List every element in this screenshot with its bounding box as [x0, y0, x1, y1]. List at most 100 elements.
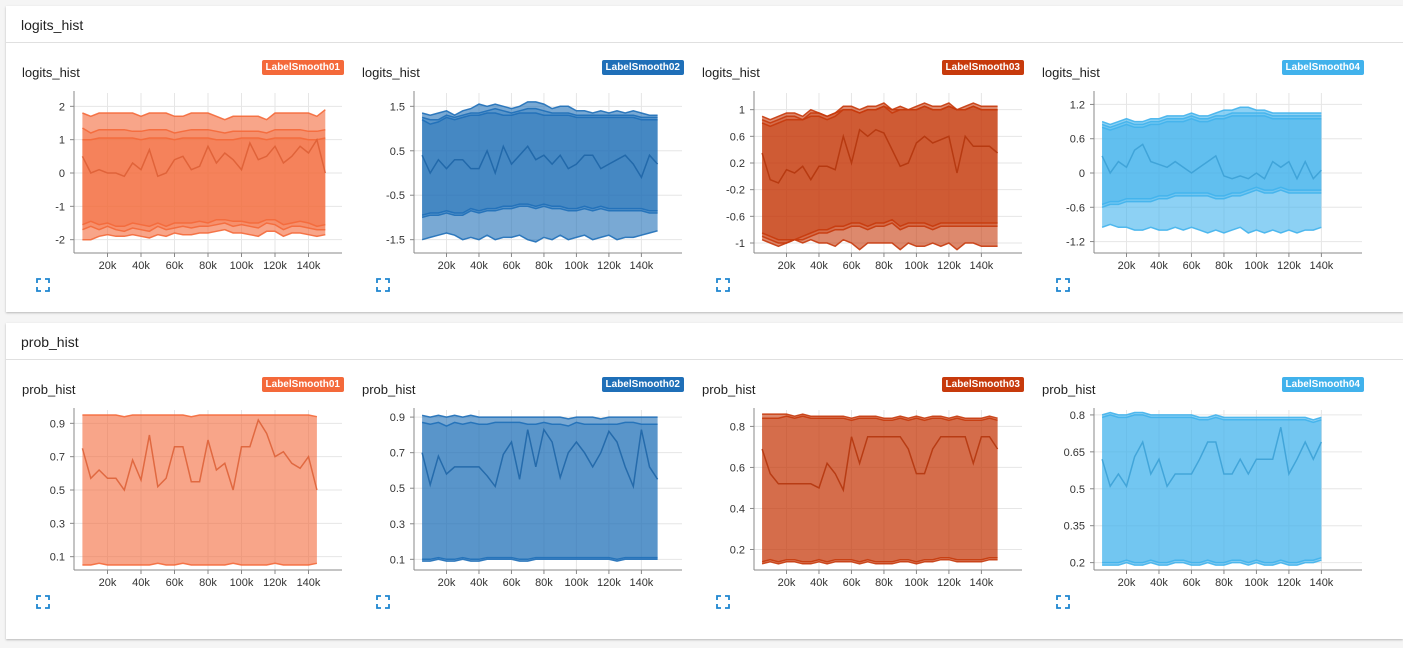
band-lower-edge	[761, 238, 998, 251]
y-tick-label: 0.5	[390, 483, 405, 495]
y-tick-label: 0.9	[390, 412, 405, 424]
y-tick-label: 0.7	[390, 448, 405, 460]
histogram-band	[762, 416, 998, 562]
histogram-band	[422, 108, 658, 218]
chart-card: logits_hist LabelSmooth03 1 0.6 0.2 -0.2 -0.6 -…	[692, 49, 1026, 299]
fullscreen-icon[interactable]	[376, 278, 390, 292]
fullscreen-icon[interactable]	[376, 595, 390, 609]
histogram-band	[1102, 115, 1322, 205]
section-header[interactable]: logits_hist	[6, 6, 1403, 43]
x-tick-label: 140k	[969, 577, 993, 589]
band-upper-edge	[1101, 106, 1322, 126]
x-tick-label: 140k	[297, 260, 321, 272]
x-tick-label: 60k	[843, 260, 861, 272]
x-tick-label: 140k	[629, 577, 653, 589]
chart-card: prob_hist LabelSmooth01 0.9 0.7 0.5 0.3 0.1 20k…	[12, 366, 346, 616]
fullscreen-icon[interactable]	[36, 278, 50, 292]
histogram-chart: 0.9 0.7 0.5 0.3 0.1 20k 40k 60k 80k 100k 120k 140k	[390, 408, 682, 589]
band-lower-edge	[421, 203, 658, 216]
run-badge: LabelSmooth02	[601, 377, 684, 392]
y-tick-label: 0.6	[1070, 134, 1085, 146]
section-header[interactable]: prob_hist	[6, 323, 1403, 360]
chart-card: logits_hist LabelSmooth02 1.5 0.5 -0.5 -1.5 20…	[352, 49, 686, 299]
median-line	[81, 137, 327, 178]
x-tick-label: 40k	[470, 260, 488, 272]
y-tick-label: 1.5	[390, 101, 405, 113]
chart-title: logits_hist	[22, 65, 80, 80]
x-tick-label: 20k	[1118, 260, 1136, 272]
x-tick-label: 60k	[843, 577, 861, 589]
band-lower-edge	[421, 230, 658, 243]
x-tick-label: 140k	[969, 260, 993, 272]
band-lower-edge	[761, 218, 998, 241]
histogram-band	[1102, 412, 1322, 566]
x-tick-label: 20k	[438, 260, 456, 272]
y-tick-label: 0.1	[390, 554, 405, 566]
y-tick-label: 2	[59, 101, 65, 113]
y-tick-label: 0.2	[730, 544, 745, 556]
y-tick-label: 1	[59, 135, 65, 147]
band-upper-edge	[1101, 115, 1322, 131]
y-tick-label: -1	[735, 238, 745, 250]
band-lower-edge	[761, 556, 998, 563]
x-tick-label: 40k	[810, 260, 828, 272]
x-tick-label: 80k	[875, 577, 893, 589]
histogram-band	[422, 422, 658, 560]
chart-title: logits_hist	[1042, 65, 1100, 80]
x-tick-label: 120k	[263, 577, 287, 589]
y-tick-label: 0.2	[1070, 558, 1085, 570]
y-tick-label: -1.5	[386, 235, 405, 247]
y-tick-label: 0.3	[50, 518, 65, 530]
x-tick-label: 40k	[470, 577, 488, 589]
x-tick-label: 80k	[875, 260, 893, 272]
fullscreen-icon[interactable]	[1056, 595, 1070, 609]
band-lower-edge	[1102, 556, 1322, 564]
histogram-band	[82, 415, 317, 565]
y-tick-label: 0.5	[390, 146, 405, 158]
band-upper-edge	[82, 137, 326, 141]
y-tick-label: -0.5	[386, 190, 405, 202]
y-tick-label: -1.2	[1066, 237, 1085, 249]
histogram-chart: 0.8 0.65 0.5 0.35 0.2 20k 40k 60k 80k 100k 120k 140…	[1064, 408, 1362, 589]
chart-title: prob_hist	[362, 382, 416, 397]
x-tick-label: 60k	[166, 260, 184, 272]
y-tick-label: 0.8	[1070, 410, 1085, 422]
median-line	[421, 427, 659, 490]
fullscreen-icon[interactable]	[716, 278, 730, 292]
band-upper-edge	[82, 127, 326, 134]
x-tick-label: 80k	[1215, 260, 1233, 272]
x-tick-label: 100k	[564, 577, 588, 589]
y-tick-label: -0.6	[726, 211, 745, 223]
histogram-band	[82, 109, 326, 240]
histogram-band	[82, 138, 326, 227]
x-tick-label: 60k	[503, 260, 521, 272]
band-lower-edge	[761, 222, 998, 244]
x-tick-label: 20k	[99, 260, 117, 272]
y-tick-label: 0	[1079, 168, 1085, 180]
run-badge: LabelSmooth04	[1281, 377, 1364, 392]
y-tick-label: 0.2	[730, 158, 745, 170]
y-tick-label: 0.65	[1064, 447, 1085, 459]
x-tick-label: 60k	[166, 577, 184, 589]
band-upper-edge	[421, 107, 658, 121]
x-tick-label: 80k	[535, 260, 553, 272]
chart-card: logits_hist LabelSmooth04 1.2 0.6 0 -0.6 -1.2 2…	[1032, 49, 1366, 299]
band-lower-edge	[82, 222, 326, 233]
histogram-band	[82, 128, 326, 232]
histogram-band	[422, 415, 658, 562]
y-tick-label: 0.1	[50, 552, 65, 564]
run-badge: LabelSmooth01	[261, 377, 344, 392]
histogram-chart: 2 1 0 -1 -2 20k 40k 60k 80k 100k 120k 140k	[55, 91, 342, 272]
chart-title: prob_hist	[1042, 382, 1096, 397]
x-tick-label: 40k	[132, 260, 150, 272]
fullscreen-icon[interactable]	[36, 595, 50, 609]
y-tick-label: 1.2	[1070, 99, 1085, 111]
fullscreen-icon[interactable]	[716, 595, 730, 609]
band-lower-edge	[82, 218, 326, 228]
x-tick-label: 60k	[1183, 577, 1201, 589]
band-lower-edge	[761, 558, 998, 565]
fullscreen-icon[interactable]	[1056, 278, 1070, 292]
band-lower-edge	[1101, 223, 1322, 234]
band-upper-edge	[761, 105, 998, 124]
y-tick-label: -0.6	[1066, 202, 1085, 214]
